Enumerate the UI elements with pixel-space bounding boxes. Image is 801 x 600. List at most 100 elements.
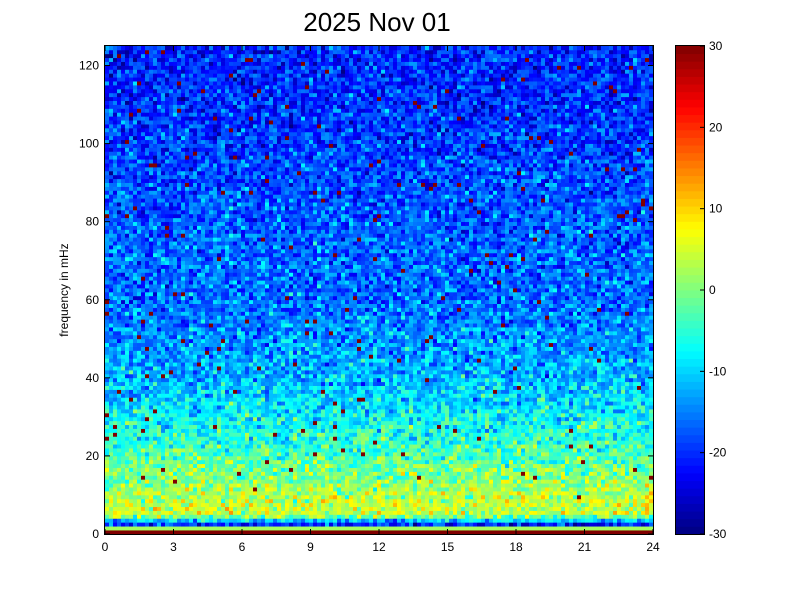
heatmap-cell bbox=[509, 424, 514, 429]
heatmap-cell bbox=[557, 409, 562, 414]
heatmap-cell bbox=[245, 510, 250, 515]
heatmap-cell bbox=[185, 506, 190, 511]
heatmap-cell bbox=[349, 393, 354, 398]
heatmap-cell bbox=[465, 463, 470, 468]
heatmap-cell bbox=[381, 487, 386, 492]
heatmap-cell bbox=[241, 471, 246, 476]
heatmap-cell bbox=[125, 389, 130, 394]
heatmap-cell bbox=[505, 397, 510, 402]
heatmap-cell bbox=[169, 487, 174, 492]
heatmap-cell bbox=[589, 526, 594, 531]
heatmap-cell bbox=[541, 483, 546, 488]
heatmap-cell bbox=[649, 412, 654, 418]
heatmap-cell bbox=[561, 479, 566, 484]
heatmap-cell bbox=[341, 463, 346, 468]
heatmap-cell bbox=[625, 514, 630, 519]
heatmap-cell bbox=[393, 506, 398, 511]
heatmap-cell bbox=[309, 412, 314, 418]
heatmap-cell bbox=[177, 518, 182, 523]
heatmap-cell bbox=[177, 393, 182, 398]
heatmap-cell bbox=[185, 494, 190, 500]
heatmap-cell bbox=[197, 397, 202, 402]
heatmap-cell bbox=[277, 514, 282, 519]
heatmap-cell bbox=[301, 393, 306, 398]
heatmap-cell bbox=[181, 459, 186, 465]
heatmap-cell bbox=[105, 412, 110, 418]
heatmap-cell bbox=[441, 510, 446, 515]
heatmap-cell bbox=[225, 514, 230, 519]
heatmap-cell bbox=[317, 397, 322, 402]
heatmap-cell bbox=[553, 530, 558, 535]
heatmap-cell bbox=[453, 514, 458, 519]
heatmap-cell bbox=[237, 436, 242, 441]
heatmap-cell bbox=[641, 448, 646, 453]
heatmap-cell bbox=[345, 436, 350, 441]
heatmap-cell bbox=[613, 448, 618, 453]
heatmap-cell bbox=[413, 424, 418, 429]
heatmap-cell bbox=[237, 530, 242, 535]
heatmap-cell bbox=[545, 416, 550, 422]
heatmap-cell bbox=[177, 522, 182, 527]
heatmap-cell bbox=[429, 502, 434, 508]
heatmap-cell bbox=[117, 436, 122, 441]
heatmap-cell bbox=[157, 432, 162, 437]
heatmap-cell bbox=[293, 428, 298, 433]
heatmap-cell bbox=[537, 444, 542, 449]
heatmap-cell bbox=[525, 397, 530, 402]
heatmap-cell bbox=[613, 424, 618, 429]
heatmap-cell bbox=[305, 459, 310, 465]
heatmap-cell bbox=[113, 424, 118, 429]
heatmap-cell bbox=[257, 530, 262, 535]
heatmap-cell bbox=[453, 393, 458, 398]
heatmap-cell bbox=[621, 506, 626, 511]
heatmap-cell bbox=[529, 491, 534, 496]
heatmap-cell bbox=[437, 409, 442, 414]
heatmap-cell bbox=[613, 522, 618, 527]
heatmap-cell bbox=[329, 393, 334, 398]
heatmap-cell bbox=[545, 483, 550, 488]
heatmap-cell bbox=[397, 514, 402, 519]
heatmap-cell bbox=[213, 432, 218, 437]
heatmap-cell bbox=[577, 510, 582, 515]
heatmap-cell bbox=[625, 459, 630, 465]
heatmap-cell bbox=[385, 448, 390, 453]
heatmap-cell bbox=[113, 389, 118, 394]
heatmap-cell bbox=[169, 424, 174, 429]
heatmap-cell bbox=[389, 471, 394, 476]
heatmap-cell bbox=[145, 452, 150, 457]
heatmap-cell bbox=[277, 428, 282, 433]
heatmap-cell bbox=[213, 412, 218, 418]
heatmap-cell bbox=[189, 506, 194, 511]
heatmap-cell bbox=[233, 514, 238, 519]
heatmap-cell bbox=[321, 444, 326, 449]
heatmap-cell bbox=[569, 416, 574, 422]
heatmap-cell bbox=[417, 463, 422, 468]
heatmap-cell bbox=[213, 491, 218, 496]
heatmap-cell bbox=[589, 498, 594, 504]
heatmap-cell bbox=[265, 448, 270, 453]
heatmap-cell bbox=[629, 424, 634, 429]
heatmap-cell bbox=[145, 409, 150, 414]
heatmap-cell bbox=[209, 510, 214, 515]
heatmap-cell bbox=[137, 452, 142, 457]
heatmap-cell bbox=[433, 510, 438, 515]
heatmap-cell bbox=[637, 440, 642, 445]
heatmap-cell bbox=[405, 506, 410, 511]
heatmap-cell bbox=[465, 518, 470, 523]
heatmap-cell bbox=[365, 397, 370, 402]
heatmap-cell bbox=[593, 409, 598, 414]
heatmap-cell bbox=[249, 397, 254, 402]
heatmap-cell bbox=[405, 510, 410, 515]
heatmap-cell bbox=[293, 475, 298, 480]
heatmap-cell bbox=[149, 428, 154, 433]
heatmap-cell bbox=[337, 397, 342, 402]
heatmap-cell bbox=[277, 389, 282, 394]
heatmap-cell bbox=[549, 514, 554, 519]
heatmap-cell bbox=[637, 479, 642, 484]
heatmap-cell bbox=[501, 487, 506, 492]
heatmap-cell bbox=[333, 448, 338, 453]
heatmap-cell bbox=[349, 409, 354, 414]
heatmap-cell bbox=[325, 479, 330, 484]
heatmap-cell bbox=[237, 444, 242, 449]
heatmap-cell bbox=[553, 526, 558, 531]
